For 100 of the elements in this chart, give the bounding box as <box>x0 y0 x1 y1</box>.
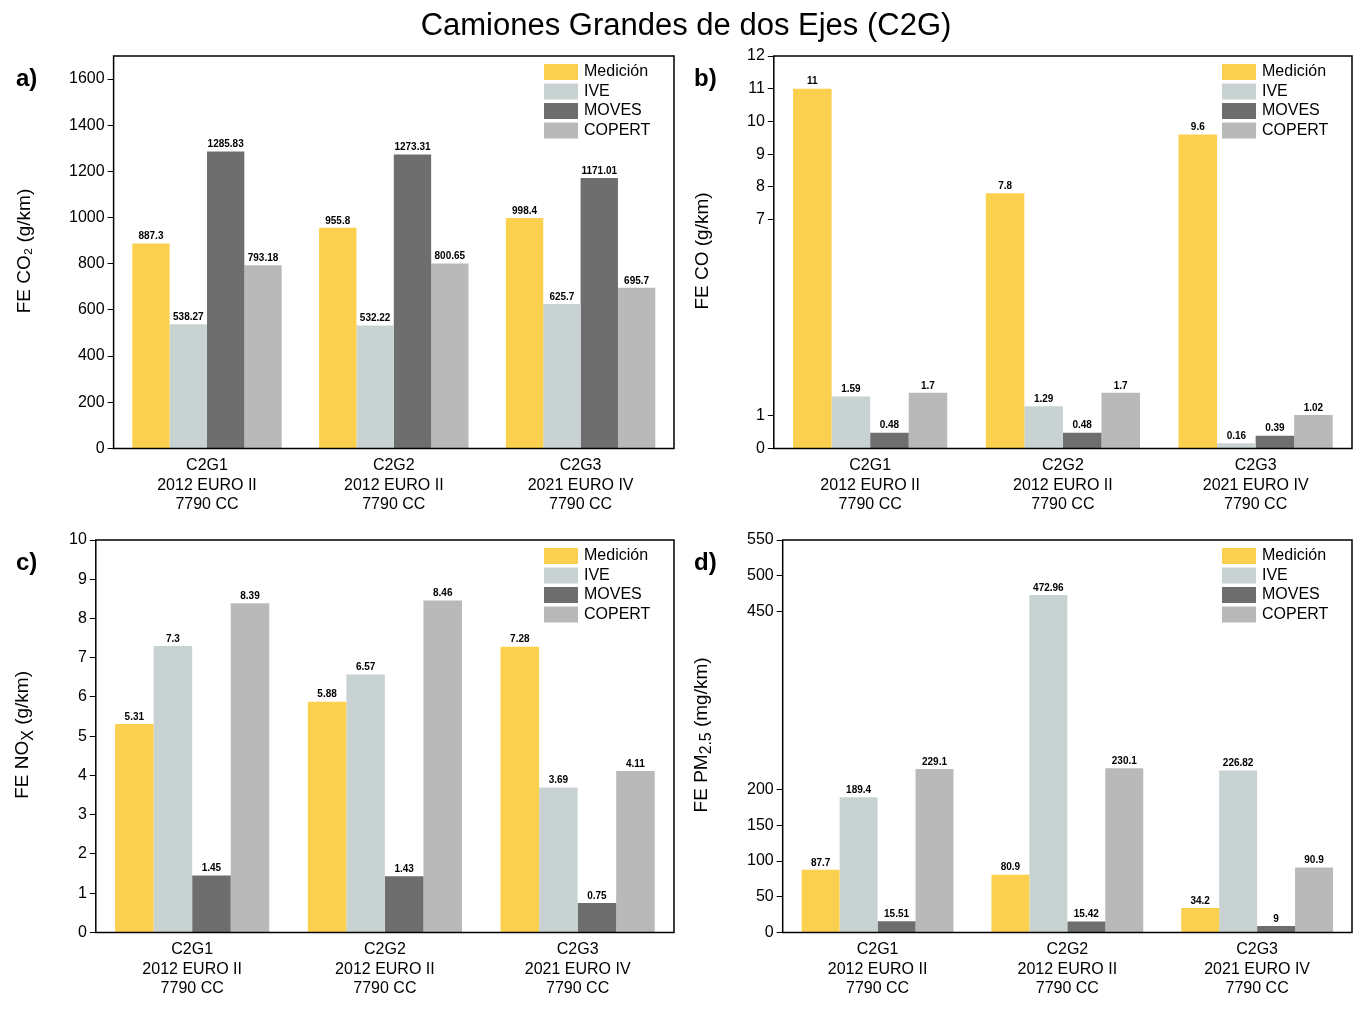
data-label: 1.7 <box>1113 379 1129 391</box>
bar <box>991 874 1030 932</box>
data-label: 1.45 <box>201 862 222 874</box>
bar <box>1295 867 1334 932</box>
bar <box>1219 770 1258 932</box>
legend-label: COPERT <box>1262 120 1329 138</box>
data-label: 0.16 <box>1226 429 1247 441</box>
bar <box>132 243 170 448</box>
data-label: 538.27 <box>173 310 205 322</box>
bar <box>580 178 618 448</box>
legend-label: MOVES <box>584 101 642 119</box>
legend-label: IVE <box>584 81 610 99</box>
legend-label: MOVES <box>1262 101 1320 119</box>
data-label: 472.96 <box>1033 581 1065 593</box>
data-label: 229.1 <box>921 755 948 767</box>
bar <box>1255 435 1295 448</box>
text: d) <box>694 548 717 576</box>
data-label: 9.6 <box>1190 121 1206 133</box>
bar <box>230 603 270 932</box>
data-label: 955.8 <box>325 214 351 226</box>
y-tick-label: 0 <box>764 922 774 940</box>
bar <box>908 392 948 448</box>
bar <box>831 396 871 448</box>
y-tick-label: 12 <box>747 46 765 64</box>
data-label: 87.7 <box>810 856 831 868</box>
x-tick-label: C2G1 2012 EURO II 7790 CC <box>827 940 928 996</box>
bar <box>577 902 617 932</box>
data-label: 1273.31 <box>394 141 431 153</box>
data-label: 1285.83 <box>207 138 245 150</box>
data-label: 34.2 <box>1190 894 1211 906</box>
bar <box>1257 925 1296 932</box>
legend-label: Medición <box>584 62 649 80</box>
data-label: 15.42 <box>1073 908 1100 920</box>
y-tick-label: 200 <box>746 780 774 798</box>
y-tick-label: 7 <box>77 648 87 666</box>
bar <box>1024 406 1063 448</box>
y-tick-label: 1 <box>77 883 87 901</box>
data-label: 1.59 <box>841 383 862 395</box>
y-tick-label: 7 <box>755 209 765 227</box>
data-label: 800.65 <box>434 250 466 262</box>
y-tick-label: 0 <box>77 922 87 940</box>
y-tick-label: 150 <box>746 815 774 833</box>
bar <box>801 869 840 932</box>
data-label: 1.02 <box>1303 401 1324 413</box>
x-tick-label: C2G2 2012 EURO II 7790 CC <box>343 456 444 512</box>
bar <box>346 674 385 932</box>
y-tick-label: 9 <box>755 144 765 162</box>
bar <box>1105 768 1144 932</box>
y-tick-label: 800 <box>77 254 105 272</box>
bar <box>423 600 462 932</box>
data-label: 1.29 <box>1033 392 1054 404</box>
y-tick-label: 50 <box>755 887 774 905</box>
bar <box>505 217 544 448</box>
data-label: 9 <box>1273 912 1280 924</box>
data-label: 0.39 <box>1265 422 1286 434</box>
data-label: 80.9 <box>1000 861 1021 873</box>
bar <box>539 787 578 932</box>
data-label: 4.11 <box>625 757 646 769</box>
bar <box>877 921 916 932</box>
y-tick-label: 2 <box>77 844 87 862</box>
bar <box>244 265 282 448</box>
bar <box>153 645 193 932</box>
y-tick-label: 6 <box>77 687 87 705</box>
data-label: 3.69 <box>548 774 569 786</box>
bar <box>1294 415 1333 448</box>
bar <box>839 797 878 932</box>
data-label: 189.4 <box>846 784 872 796</box>
bar <box>1101 392 1140 448</box>
bar <box>1181 908 1220 932</box>
data-label: 532.22 <box>359 312 391 324</box>
legend-label: COPERT <box>584 604 651 622</box>
bar <box>543 303 581 448</box>
text: a) <box>16 64 38 92</box>
data-label: 0.75 <box>587 889 608 901</box>
bar <box>617 287 656 448</box>
data-label: 6.57 <box>355 661 376 673</box>
x-tick-label: C2G3 2021 EURO IV 7790 CC <box>524 940 631 996</box>
data-label: 15.51 <box>884 908 910 920</box>
x-tick-label: C2G1 2012 EURO II 7790 CC <box>157 456 257 512</box>
y-tick-label: 10 <box>69 530 87 548</box>
x-tick-label: C2G2 2012 EURO II 7790 CC <box>1017 940 1118 996</box>
bar <box>356 325 394 448</box>
bar <box>169 324 207 448</box>
data-label: 1.7 <box>921 379 936 391</box>
data-label: 0.48 <box>1072 419 1093 431</box>
y-tick-label: 10 <box>747 111 765 129</box>
bar <box>616 771 655 932</box>
y-tick-label: 200 <box>77 392 105 410</box>
bar <box>1178 134 1218 448</box>
x-tick-label: C2G2 2012 EURO II 7790 CC <box>335 940 435 996</box>
bar <box>500 646 540 932</box>
bar <box>307 701 347 932</box>
x-tick-label: C2G3 2021 EURO IV 7790 CC <box>527 456 634 512</box>
bar <box>431 263 469 448</box>
data-label: 695.7 <box>624 274 650 286</box>
legend-label: COPERT <box>1262 604 1329 622</box>
data-label: 1171.01 <box>581 164 618 176</box>
bar <box>1217 443 1256 448</box>
data-label: 7.28 <box>510 633 530 645</box>
bar <box>1029 594 1068 932</box>
